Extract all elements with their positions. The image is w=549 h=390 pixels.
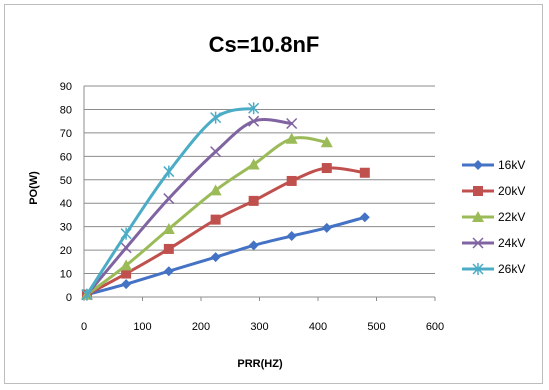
data-point [162, 223, 175, 235]
data-point [321, 222, 332, 233]
y-tick-label: 0 [66, 292, 72, 304]
data-point [210, 146, 222, 158]
y-tick-label: 60 [60, 151, 72, 163]
legend-marker [473, 160, 483, 170]
chart-area [4, 4, 543, 384]
legend-label: 22kV [498, 210, 525, 224]
legend-marker [472, 263, 484, 275]
x-tick-label: 500 [367, 321, 385, 333]
y-tick-label: 30 [60, 222, 72, 234]
data-point [81, 288, 93, 301]
legend-item: 24kV [462, 236, 525, 250]
data-point [247, 158, 260, 170]
chart-title: Cs=10.8nF [209, 32, 320, 57]
legend-label: 20kV [498, 184, 525, 198]
data-point [163, 165, 175, 178]
data-point [121, 279, 132, 290]
data-point [163, 193, 175, 205]
data-point [248, 240, 259, 251]
y-tick-label: 80 [60, 104, 72, 116]
data-point [120, 227, 132, 240]
series-16kV [81, 212, 370, 300]
data-point [210, 214, 221, 225]
data-point [163, 243, 174, 254]
data-point [210, 252, 221, 263]
data-point [210, 111, 222, 124]
data-point [320, 136, 333, 148]
data-point [248, 195, 259, 206]
y-tick-label: 10 [60, 269, 72, 281]
y-tick-label: 20 [60, 245, 72, 257]
x-axis-title: PRR(HZ) [237, 358, 283, 370]
x-tick-label: 400 [309, 321, 327, 333]
legend-item: 22kV [462, 210, 525, 224]
y-tick-label: 50 [60, 175, 72, 187]
data-point [286, 175, 297, 186]
data-point [359, 167, 370, 178]
x-tick-label: 600 [426, 321, 444, 333]
data-point [121, 268, 132, 279]
data-point [286, 231, 297, 242]
legend-label: 16kV [498, 158, 525, 172]
y-tick-label: 70 [60, 128, 72, 140]
x-tick-label: 0 [81, 321, 87, 333]
x-tick-label: 100 [133, 321, 151, 333]
data-point [248, 115, 260, 127]
data-point [285, 132, 298, 144]
legend-marker [473, 186, 483, 196]
data-point [209, 184, 222, 196]
x-tick-label: 200 [192, 321, 210, 333]
data-point [286, 117, 298, 130]
y-tick-label: 90 [60, 81, 72, 93]
x-tick-label: 300 [250, 321, 268, 333]
legend-marker [472, 211, 484, 222]
legend-marker [472, 237, 484, 249]
y-tick-label: 40 [60, 198, 72, 210]
legend-label: 24kV [498, 236, 525, 250]
data-point [163, 266, 174, 277]
y-axis-title: PO(W) [28, 171, 40, 205]
legend-label: 26kV [498, 262, 525, 276]
data-point [120, 242, 132, 254]
legend-item: 26kV [462, 262, 525, 276]
legend-item: 20kV [462, 184, 525, 198]
data-point [359, 212, 370, 223]
series-group [80, 102, 370, 301]
legend-item: 16kV [462, 158, 525, 172]
data-point [120, 259, 133, 271]
legend: 16kV 20kV 22kV 24kV 26kV [462, 158, 525, 276]
data-point [248, 102, 260, 115]
gridlines [84, 85, 435, 275]
data-point [321, 163, 332, 174]
tick-labels: 0 10 20 30 40 50 60 70 80 90 0 100 200 300 400 500 600 [60, 81, 444, 333]
series-26kV [81, 102, 260, 301]
